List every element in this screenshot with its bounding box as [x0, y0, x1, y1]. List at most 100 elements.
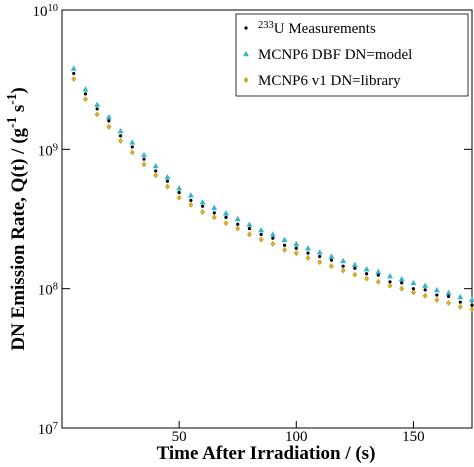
point: [259, 232, 263, 237]
point: [188, 201, 194, 208]
series: [72, 71, 474, 307]
point: [83, 92, 88, 96]
point: [410, 279, 417, 286]
point: [270, 240, 276, 247]
point: [105, 114, 112, 120]
point: [189, 198, 193, 203]
point: [352, 271, 358, 278]
point: [329, 258, 334, 262]
point: [118, 134, 123, 138]
y-tick-label: 108: [38, 281, 58, 299]
x-axis-label: Time After Irradiation / (s): [157, 443, 376, 464]
y-tick-label: 109: [38, 142, 58, 160]
point: [142, 157, 146, 161]
point: [423, 288, 427, 292]
point: [82, 96, 88, 103]
plot-frame: [61, 9, 473, 429]
point: [305, 255, 311, 261]
point: [71, 76, 77, 82]
point: [375, 278, 381, 285]
point: [141, 151, 147, 158]
series: [70, 65, 474, 302]
x-tick-label: 100: [285, 429, 308, 445]
point: [117, 127, 124, 134]
point: [141, 161, 147, 168]
point: [317, 259, 323, 266]
point: [236, 222, 240, 226]
point: [200, 209, 206, 215]
point: [410, 289, 416, 296]
point: [223, 220, 229, 227]
point: [411, 287, 416, 291]
point: [364, 272, 369, 276]
point: [435, 293, 439, 297]
legend-marker: [243, 77, 249, 83]
x-tick-label: 150: [402, 429, 425, 445]
point: [282, 243, 287, 247]
point: [376, 273, 380, 277]
point: [318, 254, 322, 259]
point: [469, 306, 474, 313]
point: [457, 293, 464, 300]
point: [387, 272, 393, 279]
point: [107, 119, 111, 123]
point: [340, 267, 346, 274]
series: [71, 76, 474, 313]
point: [271, 236, 275, 240]
point: [258, 236, 264, 243]
point: [95, 107, 99, 111]
point: [353, 266, 357, 270]
point: [153, 172, 159, 179]
point: [375, 268, 382, 275]
point: [340, 257, 347, 264]
point: [316, 249, 323, 255]
point: [72, 71, 76, 76]
point: [446, 294, 451, 299]
y-tick-label: 1010: [33, 3, 59, 21]
point: [212, 211, 216, 215]
point: [187, 192, 194, 198]
y-tick-label: 107: [38, 421, 58, 439]
point: [129, 149, 135, 156]
point: [164, 173, 171, 180]
point: [294, 246, 298, 250]
point: [388, 280, 392, 284]
x-tick-label: 50: [172, 429, 187, 445]
point: [387, 282, 393, 289]
point: [235, 225, 241, 232]
point: [70, 65, 77, 71]
legend-marker: [243, 50, 249, 57]
point: [177, 190, 181, 195]
point: [246, 221, 253, 227]
legend-text: MCNP6 DBF DN=model: [258, 47, 412, 63]
point: [176, 194, 182, 201]
point: [293, 240, 300, 247]
point: [422, 282, 429, 288]
point: [458, 300, 462, 304]
y-axis-label: DN Emission Rate, Q(t) / (g-1 s-1): [4, 87, 30, 350]
point: [281, 236, 288, 243]
point: [224, 215, 228, 219]
point: [457, 303, 463, 310]
legend-marker: [244, 26, 248, 30]
point: [351, 261, 358, 268]
point: [94, 101, 101, 107]
point: [269, 231, 276, 237]
point: [223, 210, 229, 216]
point: [363, 265, 370, 272]
point: [445, 289, 452, 296]
point: [211, 214, 217, 221]
legend-text: MCNP6 v1 DN=library: [258, 73, 401, 89]
point: [247, 226, 252, 231]
point: [293, 250, 299, 257]
legend-text: 233U Measurements: [258, 20, 376, 38]
point: [446, 300, 452, 306]
point: [328, 263, 334, 270]
point: [398, 275, 405, 282]
point: [234, 215, 241, 222]
point: [400, 281, 404, 285]
point: [199, 199, 206, 205]
point: [341, 264, 345, 268]
point: [422, 292, 428, 299]
point: [469, 296, 474, 302]
